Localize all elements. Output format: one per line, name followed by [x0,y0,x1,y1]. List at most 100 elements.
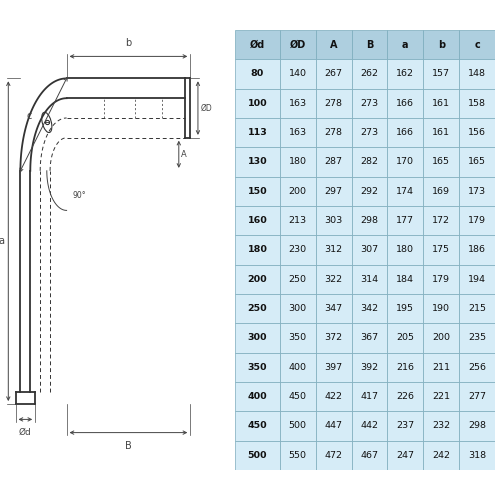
Bar [352,118,388,148]
Bar [388,264,424,294]
Text: 397: 397 [324,363,342,372]
Bar [388,176,424,206]
Text: 232: 232 [432,422,450,430]
Text: 550: 550 [289,451,307,460]
Bar [459,412,495,440]
Bar [352,412,388,440]
Text: 350: 350 [288,334,307,342]
Text: 282: 282 [360,158,378,166]
Text: 173: 173 [468,187,486,196]
Bar [459,440,495,470]
Text: 165: 165 [468,158,486,166]
Bar [459,206,495,236]
Text: B: B [366,40,373,50]
Text: 400: 400 [248,392,267,401]
Text: 417: 417 [360,392,378,401]
Bar [280,88,316,118]
Text: A: A [330,40,338,50]
Text: 314: 314 [360,275,378,284]
Text: 422: 422 [324,392,342,401]
Bar [316,176,352,206]
Text: 450: 450 [289,392,307,401]
Text: 200: 200 [248,275,267,284]
Text: 303: 303 [324,216,342,225]
Bar [424,352,459,382]
Text: 322: 322 [324,275,342,284]
Bar [235,60,280,88]
Text: 211: 211 [432,363,450,372]
Text: 278: 278 [324,128,342,137]
Bar [352,294,388,324]
Text: c: c [26,111,32,121]
Bar [352,88,388,118]
Bar [459,88,495,118]
Text: 172: 172 [432,216,450,225]
Bar [316,148,352,176]
Bar [352,60,388,88]
Text: 200: 200 [432,334,450,342]
Text: 250: 250 [289,275,307,284]
Text: a: a [0,236,4,246]
Bar [352,236,388,264]
Bar [459,148,495,176]
Bar [459,176,495,206]
Text: 250: 250 [248,304,267,313]
Text: 312: 312 [324,246,342,254]
Bar [280,294,316,324]
Bar [459,118,495,148]
Bar [352,264,388,294]
Bar [280,60,316,88]
Text: 156: 156 [468,128,486,137]
Bar [235,148,280,176]
Text: 467: 467 [360,451,378,460]
Text: 300: 300 [248,334,267,342]
Bar [388,60,424,88]
Bar [424,382,459,412]
Text: b: b [126,38,132,48]
Bar [316,30,352,60]
Bar [424,148,459,176]
Bar [316,206,352,236]
Text: 342: 342 [360,304,378,313]
Bar [459,382,495,412]
Text: 184: 184 [396,275,414,284]
Bar [388,88,424,118]
Text: 278: 278 [324,99,342,108]
Text: 277: 277 [468,392,486,401]
Text: 179: 179 [468,216,486,225]
Bar [235,236,280,264]
Text: 367: 367 [360,334,378,342]
Bar [235,264,280,294]
Text: 80: 80 [251,70,264,78]
Text: 318: 318 [468,451,486,460]
Text: 175: 175 [432,246,450,254]
Bar [316,440,352,470]
Text: c: c [474,40,480,50]
Bar [459,264,495,294]
Bar [280,324,316,352]
Bar [316,382,352,412]
Bar [280,30,316,60]
Text: 100: 100 [248,99,267,108]
Bar [235,206,280,236]
Text: 447: 447 [324,422,342,430]
Bar [316,60,352,88]
Text: 148: 148 [468,70,486,78]
Bar [316,412,352,440]
Bar [235,30,280,60]
Bar [280,440,316,470]
Text: 237: 237 [396,422,414,430]
Bar [280,236,316,264]
Text: a: a [402,40,408,50]
Text: 200: 200 [289,187,307,196]
Text: b: b [438,40,445,50]
Text: 190: 190 [432,304,450,313]
Bar [424,30,459,60]
Text: 292: 292 [360,187,378,196]
Bar [316,264,352,294]
Text: ØD: ØD [290,40,306,50]
Text: 205: 205 [396,334,414,342]
Bar [459,30,495,60]
Text: 221: 221 [432,392,450,401]
Text: 297: 297 [324,187,342,196]
